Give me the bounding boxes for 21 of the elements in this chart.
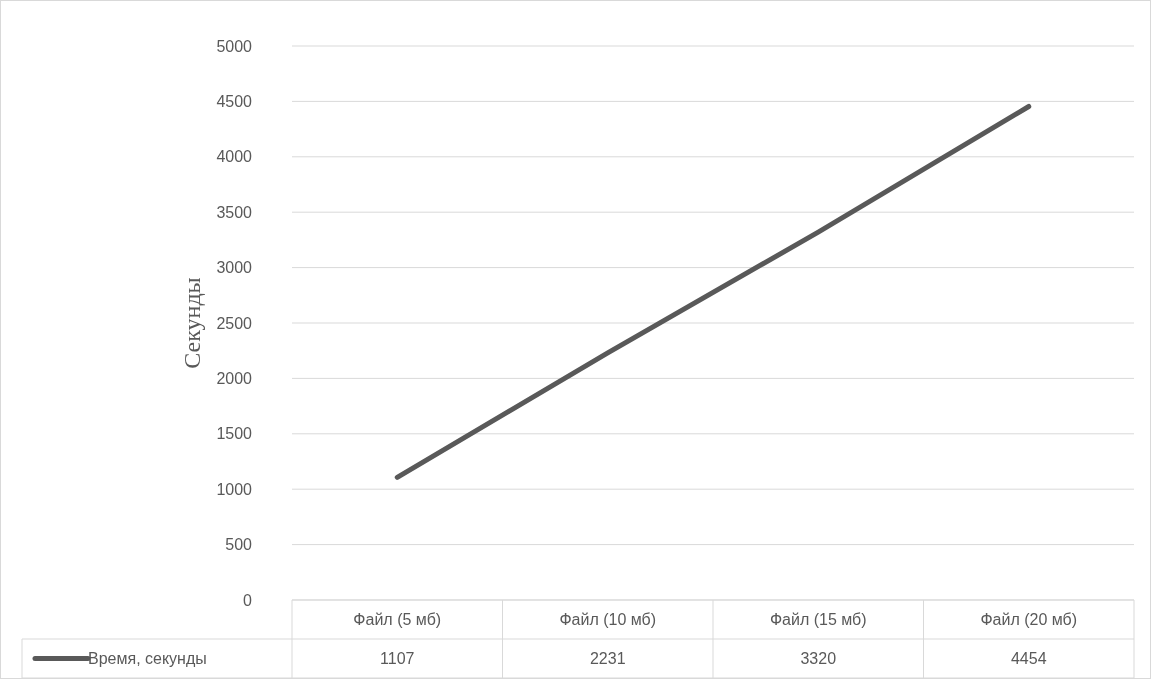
- legend-label: Время, секунды: [88, 650, 207, 668]
- x-tick-label: Файл (20 мб): [980, 611, 1078, 629]
- data-label: 1107: [380, 650, 415, 668]
- y-tick-label: 1000: [216, 480, 253, 498]
- y-tick-label: 500: [225, 536, 253, 554]
- x-tick-label: Файл (15 мб): [769, 611, 867, 629]
- y-tick-label: 4000: [216, 148, 253, 166]
- x-tick-label: Файл (10 мб): [559, 611, 657, 629]
- data-label: 3320: [800, 650, 837, 668]
- y-tick-label: 2500: [216, 314, 253, 332]
- y-tick-label: 5000: [216, 37, 253, 55]
- data-label: 2231: [589, 650, 626, 668]
- y-tick-label: 0: [243, 591, 253, 609]
- y-tick-label: 3500: [216, 203, 253, 221]
- y-tick-label: 1500: [216, 425, 253, 443]
- y-tick-label: 3000: [216, 259, 253, 277]
- data-label: 4454: [1010, 650, 1047, 668]
- x-tick-label: Файл (5 мб): [353, 611, 442, 629]
- y-tick-label: 4500: [216, 93, 253, 110]
- y-tick-label: 2000: [216, 370, 253, 387]
- y-axis-title: Секунды: [179, 277, 205, 369]
